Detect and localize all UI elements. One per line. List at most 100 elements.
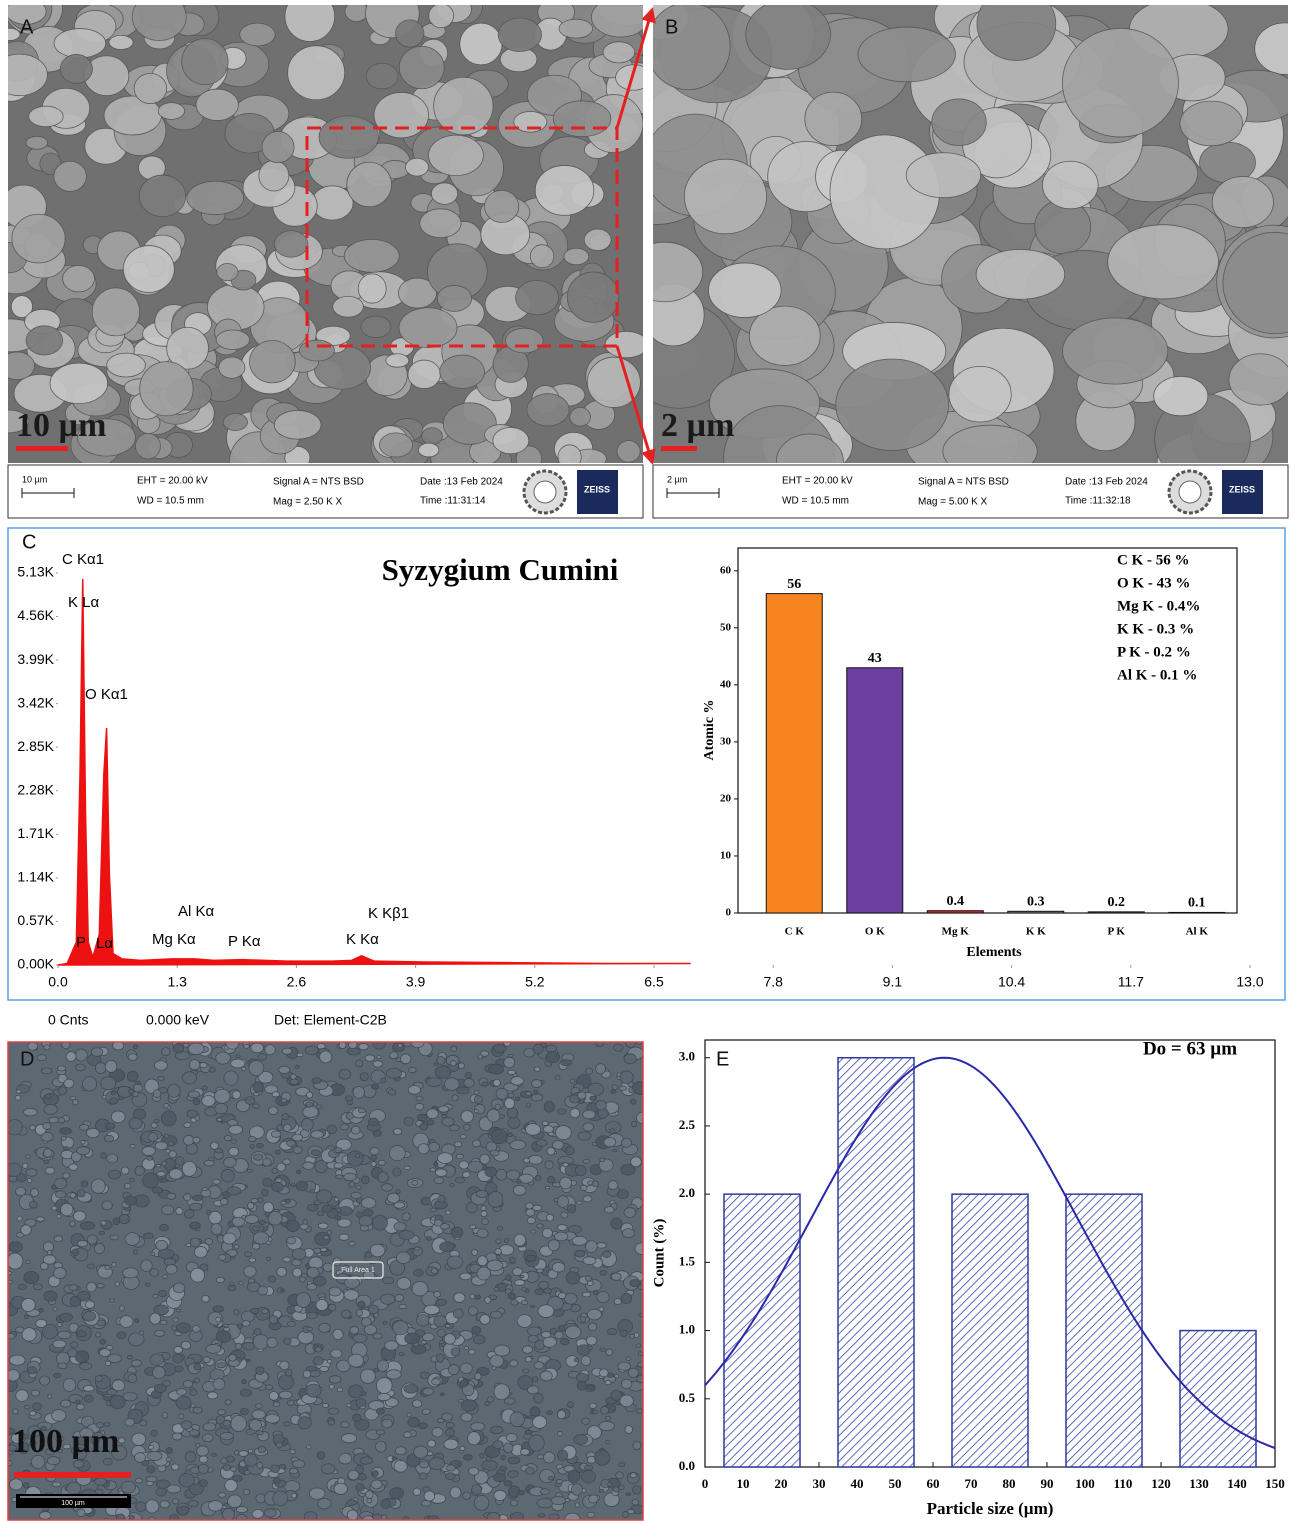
particle	[383, 1277, 394, 1283]
particle	[427, 1120, 434, 1125]
particle	[520, 1449, 529, 1456]
particle	[202, 1095, 216, 1106]
particle	[243, 1342, 255, 1350]
particle	[451, 1046, 457, 1051]
particle	[236, 1055, 240, 1058]
particle	[243, 1045, 249, 1049]
particle	[394, 1222, 406, 1231]
particle	[566, 1272, 579, 1285]
bar	[847, 668, 903, 913]
particle	[371, 1084, 378, 1089]
particle	[117, 1332, 126, 1339]
particle	[140, 362, 193, 416]
particle	[72, 1249, 79, 1255]
particle	[70, 1221, 75, 1227]
y-tick-label: 30	[720, 735, 732, 747]
particle	[129, 1178, 134, 1182]
particle	[205, 1238, 212, 1244]
x-tick-label: 13.0	[1236, 974, 1263, 990]
particle	[108, 1170, 120, 1179]
particle	[360, 1369, 375, 1384]
particle	[906, 153, 980, 198]
particle	[372, 1471, 378, 1477]
particle	[142, 1146, 155, 1155]
particle	[560, 1339, 569, 1345]
particle	[431, 1217, 435, 1220]
x-axis-label: Particle size (µm)	[927, 1499, 1054, 1518]
particle	[193, 1137, 200, 1143]
particle	[273, 1491, 288, 1506]
info-time: Time :11:31:14	[420, 496, 486, 507]
logo-inner	[534, 481, 556, 503]
scale-text: 100 µm	[12, 1423, 119, 1460]
particle	[437, 1329, 445, 1337]
particle	[589, 1403, 596, 1408]
particle	[293, 1268, 302, 1277]
particle	[805, 92, 862, 145]
peak-label: C Kα1	[62, 551, 104, 568]
particle	[461, 1111, 473, 1123]
particle	[244, 1454, 257, 1466]
particle	[487, 1457, 491, 1462]
particle	[15, 1095, 21, 1100]
particle	[363, 1516, 374, 1522]
particle	[588, 1346, 592, 1349]
particle	[468, 1307, 477, 1316]
particle	[263, 1158, 272, 1166]
particle	[236, 1514, 247, 1522]
particle	[452, 1095, 458, 1101]
particle	[534, 1362, 544, 1370]
particle	[12, 214, 65, 263]
particle	[80, 1363, 92, 1370]
particle	[526, 1103, 531, 1108]
particle	[277, 1267, 287, 1276]
particle	[432, 1427, 443, 1437]
footer-text: 0.000 keV	[146, 1012, 210, 1028]
particle	[18, 1284, 26, 1290]
particle	[459, 1161, 469, 1169]
particle	[626, 1357, 630, 1361]
particle	[429, 4, 454, 28]
particle	[216, 1331, 231, 1343]
particle	[250, 1419, 262, 1431]
particle	[312, 1078, 321, 1084]
y-tick-label: 0.5	[679, 1390, 696, 1405]
y-tick-label: 5.13K	[17, 564, 54, 580]
particle	[317, 1253, 322, 1256]
particle	[568, 1402, 574, 1408]
particle	[152, 1366, 165, 1378]
particle	[356, 1483, 364, 1491]
particle	[10, 1479, 23, 1490]
particle	[202, 1434, 213, 1442]
particle	[504, 1057, 515, 1068]
bar-value: 0.2	[1108, 895, 1126, 910]
particle	[534, 1393, 544, 1403]
particle	[583, 1110, 596, 1119]
particle	[475, 1295, 481, 1299]
particle	[445, 1429, 454, 1437]
particle	[44, 1291, 58, 1301]
peak-label: P Kα	[228, 933, 261, 950]
particle	[0, 352, 35, 380]
particle	[582, 1292, 591, 1297]
particle	[154, 1330, 164, 1336]
particle	[398, 1044, 402, 1048]
particle	[202, 1086, 207, 1090]
particle	[253, 1334, 268, 1349]
particle	[207, 1392, 217, 1399]
particle	[567, 1204, 575, 1213]
particle	[40, 1376, 50, 1385]
particle	[445, 1324, 450, 1327]
particle	[224, 1157, 237, 1167]
particle	[371, 1155, 377, 1161]
particle	[129, 1118, 142, 1129]
particle	[95, 1063, 106, 1074]
particle	[29, 1125, 35, 1130]
particle	[613, 1149, 617, 1151]
particle	[240, 23, 275, 46]
particle	[76, 1400, 80, 1404]
particle	[494, 1384, 510, 1400]
particle	[490, 1355, 504, 1367]
fit-annotation: Do = 63 µm	[1143, 1038, 1237, 1059]
particle	[188, 1501, 198, 1507]
